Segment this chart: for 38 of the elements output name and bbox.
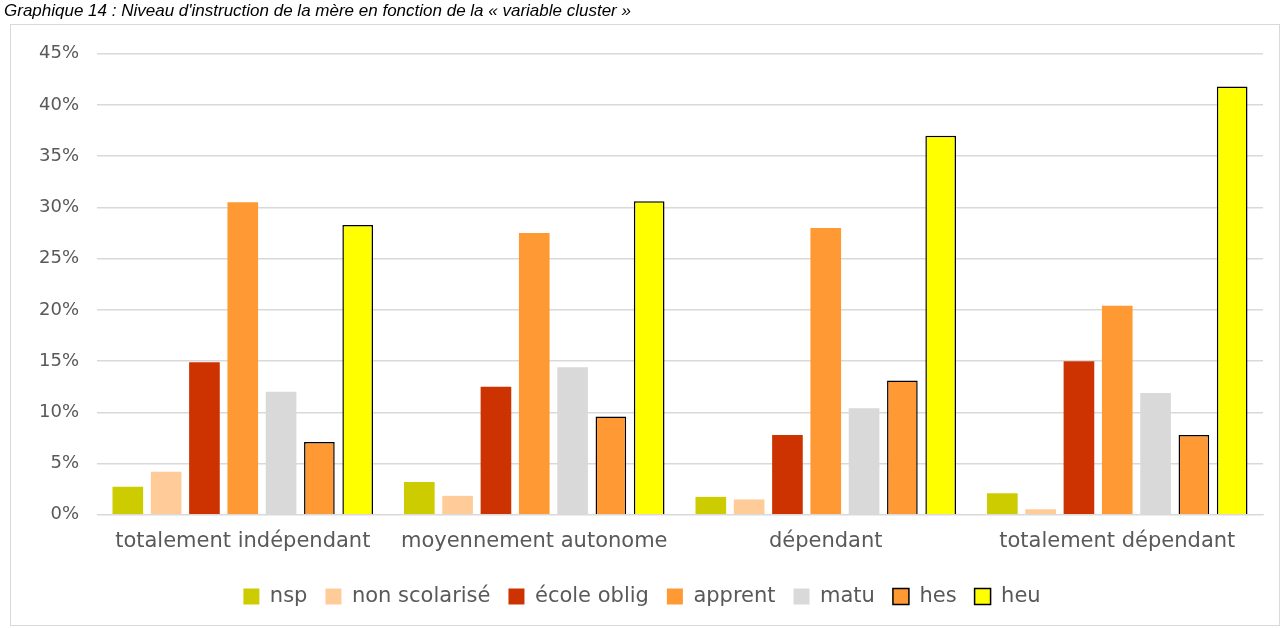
x-tick-label: moyennement autonome	[400, 527, 668, 552]
bar	[772, 434, 803, 515]
legend-label: école oblig	[534, 582, 649, 607]
bar	[442, 495, 473, 515]
chart-title: Graphique 14 : Niveau d'instruction de la mère en fonction de la « variable cluster »	[3, 0, 632, 22]
y-tick-label: 25%	[38, 246, 80, 268]
legend-label: apprent	[693, 582, 776, 607]
y-tick-label: 45%	[38, 41, 80, 63]
bar	[150, 471, 182, 515]
y-tick-label: 40%	[38, 92, 80, 114]
bar	[733, 499, 765, 515]
bar	[1063, 361, 1095, 515]
legend-label: nsp	[269, 582, 308, 607]
y-tick-label: 35%	[38, 143, 80, 165]
legend-label: matu	[820, 582, 875, 607]
bar	[404, 482, 435, 515]
bar	[695, 496, 727, 515]
y-tick-label: 10%	[38, 400, 80, 422]
bar	[518, 233, 550, 515]
bar	[810, 227, 842, 515]
bar	[986, 493, 1018, 515]
x-tick-label: totalement indépendant	[115, 527, 371, 552]
bar	[1101, 305, 1133, 515]
x-tick-label: dépendant	[768, 527, 883, 552]
x-tick-label: totalement dépendant	[999, 527, 1236, 552]
y-tick-label: 20%	[38, 297, 80, 319]
legend-label: hes	[919, 582, 957, 607]
legend-label: non scolarisé	[351, 582, 491, 607]
legend-label: heu	[1001, 582, 1041, 607]
y-tick-label: 5%	[50, 451, 80, 473]
y-tick-label: 30%	[38, 195, 80, 217]
bar	[227, 202, 259, 515]
bar	[189, 362, 220, 515]
y-tick-label: 15%	[38, 348, 80, 370]
bar	[1025, 509, 1056, 515]
y-tick-label: 0%	[50, 502, 80, 524]
bar	[480, 386, 512, 515]
bar	[112, 486, 144, 515]
